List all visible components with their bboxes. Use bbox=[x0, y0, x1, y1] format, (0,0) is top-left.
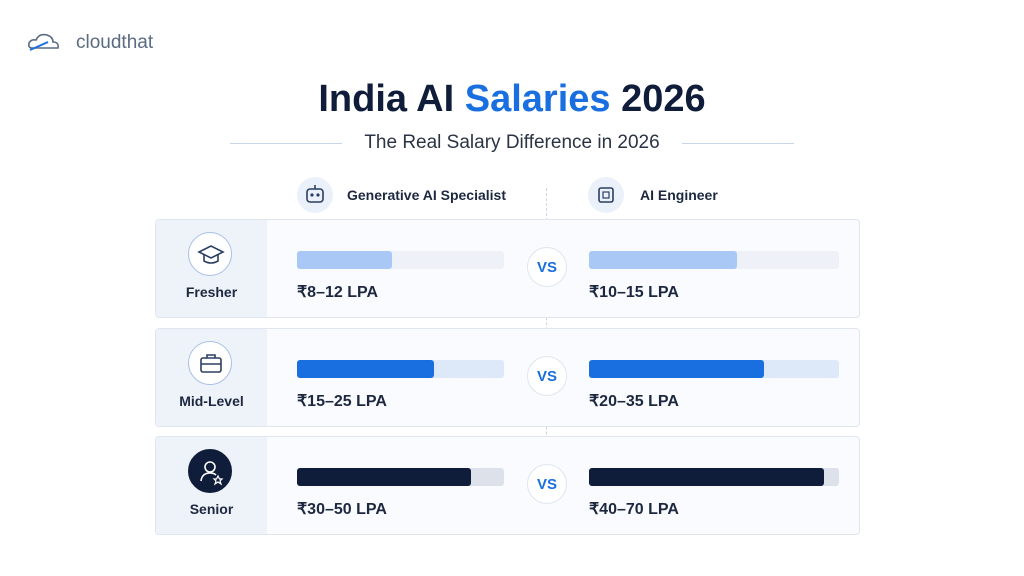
bar-track bbox=[589, 359, 839, 378]
vs-badge: VS bbox=[527, 464, 567, 504]
salary-label: ₹20–35 LPA bbox=[589, 392, 679, 410]
level-icon bbox=[188, 449, 232, 493]
brand-logo bbox=[28, 33, 59, 51]
divider bbox=[682, 143, 794, 144]
level-icon bbox=[188, 232, 232, 276]
bar-track bbox=[297, 468, 504, 486]
salary-label: ₹15–25 LPA bbox=[297, 392, 387, 410]
salary-label: ₹40–70 LPA bbox=[589, 501, 679, 518]
divider bbox=[230, 143, 342, 144]
title-highlight: Salaries bbox=[464, 78, 611, 120]
vs-badge: VS bbox=[527, 247, 567, 287]
bar bbox=[589, 251, 737, 269]
bar-track bbox=[589, 251, 839, 269]
title-text: India AI bbox=[318, 78, 455, 120]
row: Mid-Level ₹15–25 LPA ₹20–35 LPA VS bbox=[155, 327, 860, 427]
subtitle: The Real Salary Difference in 2026 bbox=[364, 132, 660, 153]
bar bbox=[297, 359, 434, 378]
salary-label: ₹30–50 LPA bbox=[297, 501, 387, 518]
title: India AI Salaries 2026 bbox=[0, 78, 1024, 121]
bar bbox=[589, 468, 824, 486]
bar bbox=[297, 468, 471, 486]
vs-badge: VS bbox=[527, 355, 567, 396]
column-header: AI Engineer bbox=[640, 187, 718, 203]
level-label: Fresher bbox=[185, 284, 238, 300]
row: Fresher ₹8–12 LPA ₹10–15 LPA VS bbox=[155, 219, 860, 318]
title-text: 2026 bbox=[621, 78, 706, 120]
level-cell: Mid-Level bbox=[156, 328, 267, 426]
bar-track bbox=[297, 359, 504, 378]
brand: cloudthat bbox=[76, 32, 154, 53]
column-header: Generative AI Specialist bbox=[347, 187, 506, 203]
robot-icon bbox=[297, 177, 333, 213]
bar bbox=[589, 359, 764, 378]
bar-track bbox=[589, 468, 839, 486]
bar-track bbox=[297, 251, 504, 269]
chip-icon bbox=[588, 177, 624, 213]
bar bbox=[297, 251, 393, 269]
level-icon bbox=[188, 340, 232, 385]
level-label: Mid-Level bbox=[179, 392, 244, 409]
row: Senior ₹30–50 LPA ₹40–70 LPA VS bbox=[155, 436, 860, 535]
level-cell: Senior bbox=[156, 437, 267, 534]
salary-label: ₹8–12 LPA bbox=[297, 284, 379, 301]
salary-label: ₹10–15 LPA bbox=[589, 284, 679, 301]
level-cell: Fresher bbox=[156, 220, 267, 317]
level-label: Senior bbox=[189, 501, 234, 517]
